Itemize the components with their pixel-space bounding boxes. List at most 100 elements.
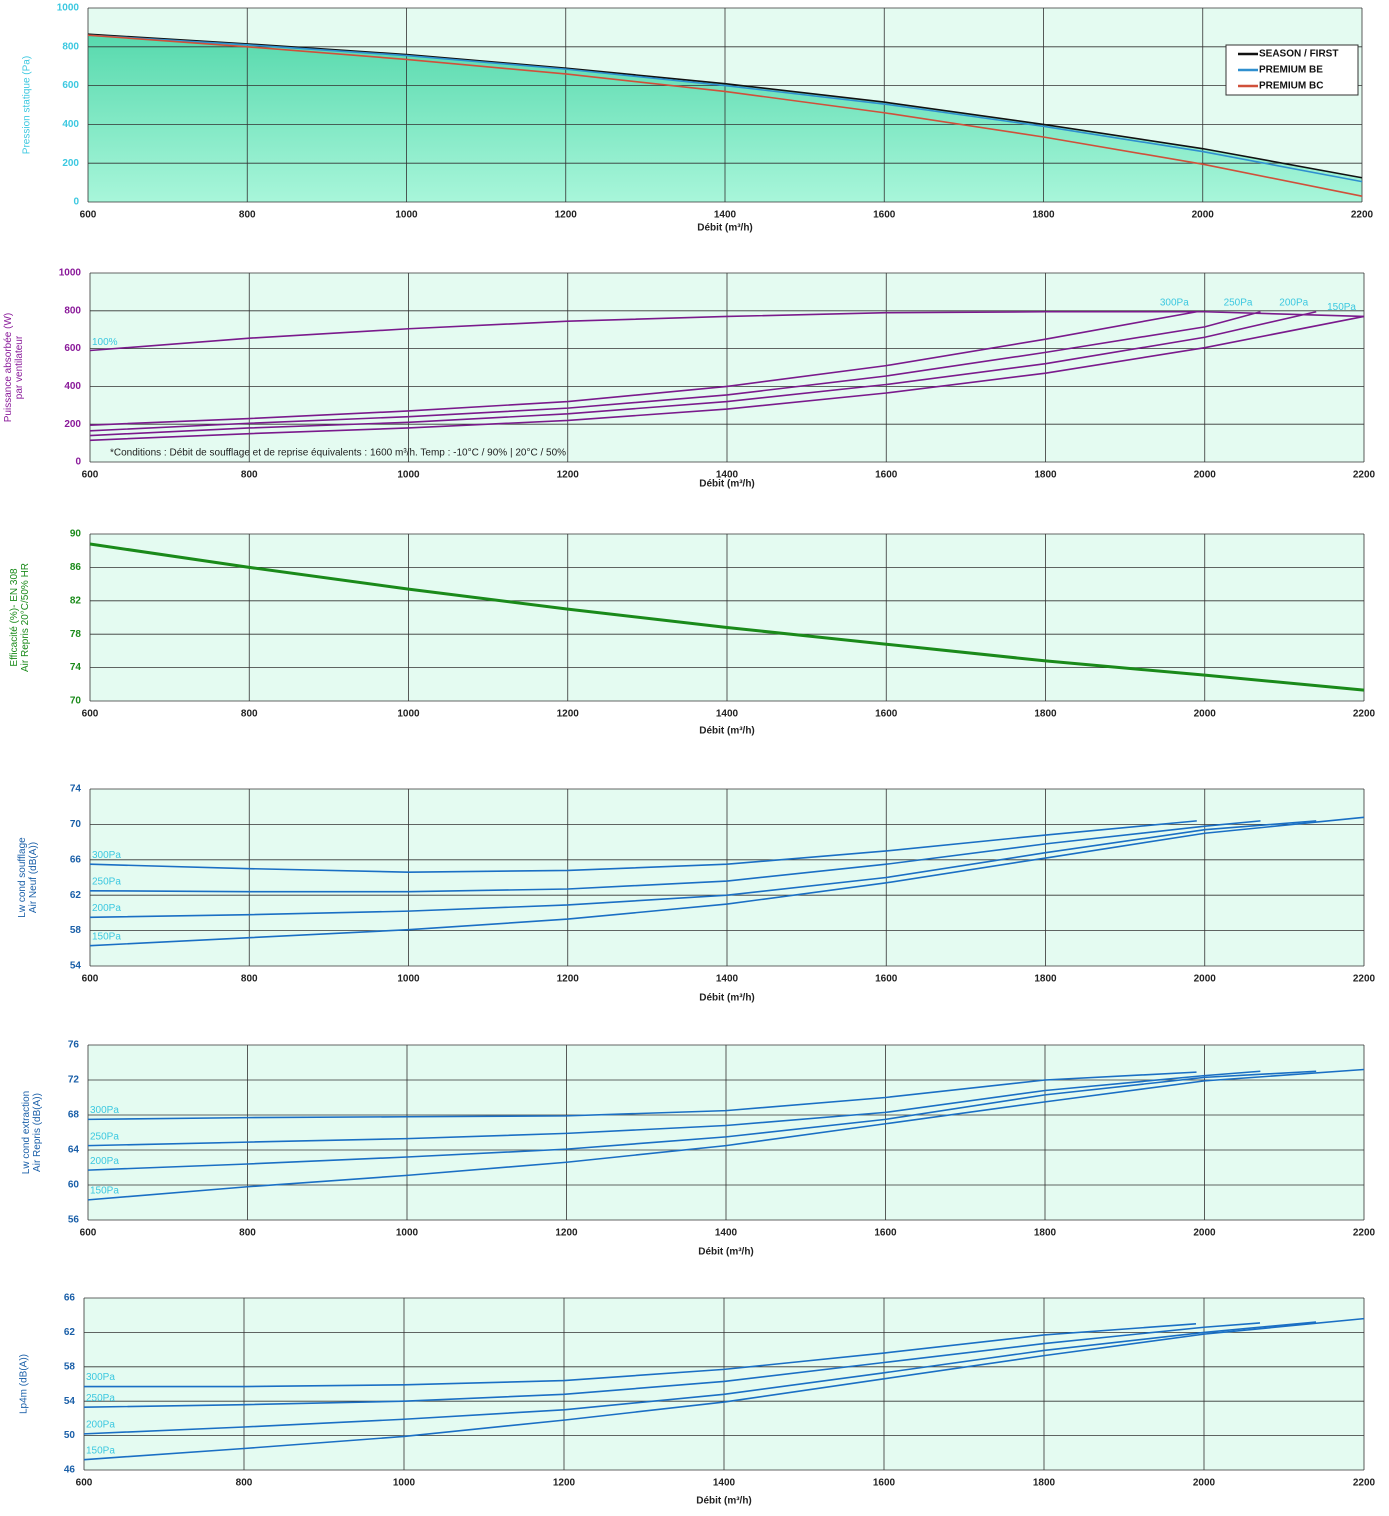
x-tick-label: 2000 xyxy=(1194,974,1217,985)
y-tick-label: 58 xyxy=(70,925,82,936)
x-tick-label: 1200 xyxy=(555,1228,578,1239)
x-axis-label: Débit (m³/h) xyxy=(696,1496,752,1507)
y-tick-label: 200 xyxy=(62,158,79,169)
series-line xyxy=(83,1322,1261,1409)
curve-label: 200Pa xyxy=(86,1420,115,1431)
x-tick-label: 800 xyxy=(239,210,256,221)
x-tick-label: 1800 xyxy=(1034,470,1057,481)
y-tick-label: 400 xyxy=(64,381,81,392)
y-tick-label: 58 xyxy=(64,1361,76,1372)
curve-label: 100% xyxy=(92,337,118,348)
y-tick-label: 86 xyxy=(70,562,82,573)
annotation: *Conditions : Débit de soufflage et de r… xyxy=(110,448,566,459)
series-line xyxy=(89,310,1261,432)
x-tick-label: 2200 xyxy=(1353,470,1376,481)
x-tick-label: 600 xyxy=(82,974,99,985)
y-tick-label: 82 xyxy=(70,595,82,606)
legend-entry: SEASON / FIRST xyxy=(1259,49,1338,60)
x-tick-label: 600 xyxy=(82,470,99,481)
y-tick-label: 0 xyxy=(73,197,79,208)
y-axis-label: Lw cond soufflage xyxy=(17,837,28,918)
x-tick-label: 2200 xyxy=(1353,1228,1376,1239)
series-line xyxy=(89,816,1365,947)
y-tick-label: 54 xyxy=(64,1396,76,1407)
x-tick-label: 2200 xyxy=(1353,709,1376,720)
x-tick-label: 1800 xyxy=(1034,1228,1057,1239)
curve-label: 300Pa xyxy=(1160,297,1189,308)
series-line xyxy=(87,1068,1365,1201)
curve-label: 150Pa xyxy=(86,1445,115,1456)
x-tick-label: 1600 xyxy=(875,470,898,481)
y-tick-label: 200 xyxy=(64,419,81,430)
x-tick-label: 2200 xyxy=(1351,210,1374,221)
y-axis-label: Efficacité (%)- EN 308 xyxy=(9,568,20,667)
y-tick-label: 78 xyxy=(70,629,82,640)
series-line xyxy=(87,34,1363,183)
curve-label: 200Pa xyxy=(90,1156,119,1167)
series-line xyxy=(83,1317,1365,1461)
x-tick-label: 1000 xyxy=(396,1228,419,1239)
y-tick-label: 0 xyxy=(75,457,81,468)
x-tick-label: 1200 xyxy=(557,709,580,720)
x-tick-label: 1000 xyxy=(395,210,418,221)
y-tick-label: 62 xyxy=(64,1327,76,1338)
x-tick-label: 800 xyxy=(241,974,258,985)
x-tick-label: 2000 xyxy=(1192,210,1215,221)
series-line xyxy=(89,310,1197,426)
y-tick-label: 66 xyxy=(70,854,82,865)
y-axis-label: Air Repris 20°C/50% HR xyxy=(20,563,31,672)
x-tick-label: 2000 xyxy=(1194,709,1217,720)
y-axis-label: Lp4m (dB(A)) xyxy=(19,1354,30,1414)
series-line xyxy=(84,1323,1197,1388)
y-tick-label: 600 xyxy=(62,80,79,91)
curve-label: 150Pa xyxy=(90,1186,119,1197)
y-tick-label: 46 xyxy=(64,1465,76,1476)
x-tick-label: 1600 xyxy=(875,709,898,720)
x-tick-label: 1000 xyxy=(393,1478,416,1489)
x-tick-label: 2000 xyxy=(1193,1228,1216,1239)
x-tick-label: 1000 xyxy=(397,709,420,720)
curve-label: 300Pa xyxy=(86,1372,115,1383)
series-line xyxy=(87,1070,1317,1171)
x-tick-label: 800 xyxy=(239,1228,256,1239)
legend-entry: PREMIUM BC xyxy=(1259,81,1323,92)
y-tick-label: 60 xyxy=(68,1180,80,1191)
x-axis-label: Débit (m³/h) xyxy=(699,726,755,737)
y-tick-label: 74 xyxy=(70,662,82,673)
y-tick-label: 74 xyxy=(70,784,82,795)
y-tick-label: 1000 xyxy=(57,3,80,14)
x-tick-label: 1400 xyxy=(716,470,739,481)
y-tick-label: 76 xyxy=(68,1040,80,1051)
y-tick-label: 800 xyxy=(62,41,79,52)
y-tick-label: 800 xyxy=(64,305,81,316)
x-tick-label: 1600 xyxy=(875,974,898,985)
series-line xyxy=(89,310,1365,352)
curve-label: 250Pa xyxy=(90,1131,119,1142)
y-tick-label: 70 xyxy=(70,819,82,830)
x-tick-label: 1400 xyxy=(713,1478,736,1489)
x-tick-label: 2000 xyxy=(1194,470,1217,481)
y-tick-label: 68 xyxy=(68,1110,80,1121)
y-tick-label: 64 xyxy=(68,1145,80,1156)
x-tick-label: 1400 xyxy=(714,210,737,221)
y-tick-label: 72 xyxy=(68,1075,80,1086)
y-axis-label: Air Neuf (dB(A)) xyxy=(28,842,39,913)
curve-label: 300Pa xyxy=(90,1105,119,1116)
y-axis-label: Lw cond extraction xyxy=(21,1091,32,1174)
curve-label: 250Pa xyxy=(86,1393,115,1404)
x-tick-label: 1000 xyxy=(397,974,420,985)
x-tick-label: 1000 xyxy=(397,470,420,481)
x-tick-label: 1400 xyxy=(716,974,739,985)
series-line xyxy=(83,1321,1317,1435)
legend: SEASON / FIRST PREMIUM BE PREMIUM BC xyxy=(1225,44,1359,96)
y-axis-label: Puissance absorbée (W) xyxy=(3,313,14,423)
curve-label: 150Pa xyxy=(1327,302,1356,313)
x-tick-label: 1400 xyxy=(715,1228,738,1239)
y-tick-label: 1000 xyxy=(59,268,82,279)
series-line xyxy=(89,315,1365,442)
curve-label: 250Pa xyxy=(92,876,121,887)
y-axis-label: Air Repris (dB(A)) xyxy=(32,1093,43,1172)
x-tick-label: 1200 xyxy=(557,974,580,985)
series-line xyxy=(87,1070,1261,1147)
y-tick-label: 50 xyxy=(64,1430,76,1441)
